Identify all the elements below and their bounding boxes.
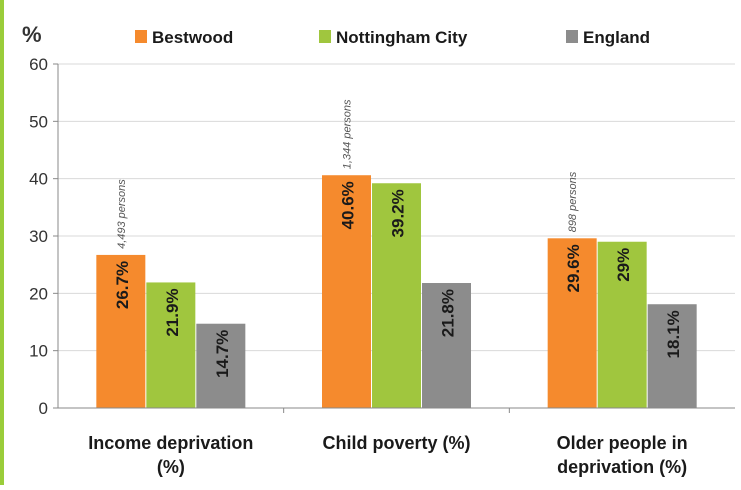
annotation-label: 1,344 persons	[342, 99, 354, 169]
annotation-label: 898 persons	[567, 171, 579, 232]
bar	[597, 241, 647, 408]
value-label: 29.6%	[564, 244, 583, 292]
legend-swatch	[135, 30, 147, 43]
value-label: 39.2%	[389, 189, 408, 237]
category-labels: Income deprivation (%) Child poverty (%) Ol…	[88, 433, 687, 477]
y-tick-label: 30	[29, 227, 48, 246]
y-tick-label: 60	[29, 55, 48, 74]
value-label: 29%	[614, 248, 633, 282]
y-tick-label: 0	[39, 399, 48, 418]
value-label: 21.8%	[439, 289, 458, 337]
bar	[146, 282, 196, 408]
y-axis-ticks: 0 10 20 30 40 50 60	[29, 55, 58, 418]
annotations: 4,493 persons 1,344 persons 898 persons	[116, 99, 579, 249]
legend-swatch	[566, 30, 578, 43]
left-accent-border	[0, 0, 4, 485]
y-axis-unit-label: %	[22, 22, 42, 47]
legend-label: England	[583, 28, 650, 47]
value-label: 18.1%	[664, 310, 683, 358]
bar	[547, 238, 597, 408]
legend-label: Bestwood	[152, 28, 233, 47]
y-tick-label: 20	[29, 284, 48, 303]
value-label: 40.6%	[339, 181, 358, 229]
bar	[422, 283, 471, 408]
value-label: 14.7%	[213, 330, 232, 378]
y-tick-label: 40	[29, 170, 48, 189]
bar	[322, 175, 371, 408]
y-tick-label: 50	[29, 112, 48, 131]
y-tick-label: 10	[29, 342, 48, 361]
annotation-label: 4,493 persons	[116, 179, 128, 249]
bar	[647, 304, 697, 408]
value-label: 21.9%	[163, 288, 182, 336]
bars	[96, 175, 697, 408]
category-label: deprivation (%)	[557, 457, 687, 477]
category-label: Older people in	[557, 433, 688, 453]
category-label: (%)	[157, 457, 185, 477]
legend-swatch	[319, 30, 331, 43]
legend: Bestwood Nottingham City England	[135, 28, 650, 47]
category-label: Child poverty (%)	[322, 433, 470, 453]
legend-label: Nottingham City	[336, 28, 468, 47]
bar	[96, 254, 146, 408]
bar	[196, 323, 246, 408]
value-labels: 26.7% 21.9% 14.7% 40.6% 39.2% 21.8% 29.6% 29% 18…	[113, 181, 683, 378]
category-label: Income deprivation	[88, 433, 253, 453]
value-label: 26.7%	[113, 261, 132, 309]
x-axis	[57, 64, 735, 413]
bar	[372, 183, 421, 408]
